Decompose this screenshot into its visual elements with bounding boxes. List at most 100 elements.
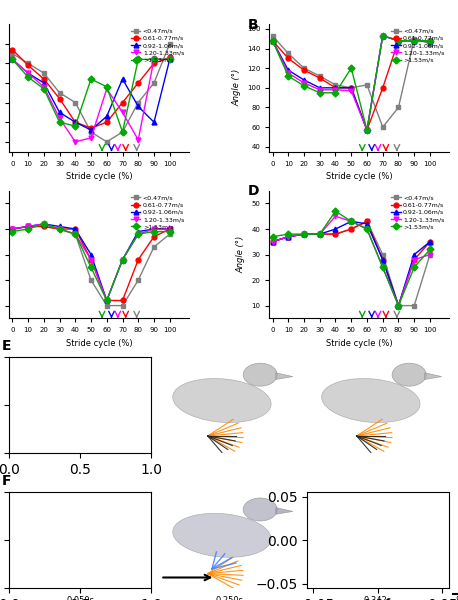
>1.53m/s <box>151 56 157 63</box>
Line: 0.92-1.06m/s: 0.92-1.06m/s <box>10 57 172 133</box>
<0.47m/s <box>411 35 417 43</box>
0.61-0.77m/s <box>25 62 31 69</box>
>1.53m/s <box>333 89 338 97</box>
0.61-0.77m/s <box>396 302 401 309</box>
Line: <0.47m/s: <0.47m/s <box>10 41 172 144</box>
0.61-0.77m/s <box>270 37 275 44</box>
Circle shape <box>94 363 128 386</box>
0.92-1.06m/s <box>411 251 417 258</box>
1.20-1.33m/s <box>104 85 109 92</box>
Text: D: D <box>248 184 259 199</box>
>1.53m/s <box>427 37 433 44</box>
0.61-0.77m/s <box>136 79 141 86</box>
>1.53m/s <box>285 230 291 238</box>
>1.53m/s <box>72 230 78 238</box>
0.92-1.06m/s <box>349 84 354 91</box>
Text: F: F <box>2 473 11 488</box>
<0.47m/s <box>301 230 307 238</box>
0.92-1.06m/s <box>380 256 386 263</box>
>1.53m/s <box>364 226 370 233</box>
>1.53m/s <box>270 233 275 240</box>
<0.47m/s <box>136 99 141 106</box>
<0.47m/s <box>349 226 354 233</box>
0.61-0.77m/s <box>151 59 157 67</box>
Circle shape <box>94 498 128 521</box>
1.20-1.33m/s <box>120 256 125 263</box>
<0.47m/s <box>427 251 433 258</box>
0.61-0.77m/s <box>333 230 338 238</box>
0.61-0.77m/s <box>167 226 173 233</box>
1.20-1.33m/s <box>41 83 47 91</box>
0.92-1.06m/s <box>270 238 275 245</box>
>1.53m/s <box>120 128 125 136</box>
1.20-1.33m/s <box>167 226 173 233</box>
>1.53m/s <box>285 73 291 80</box>
1.20-1.33m/s <box>364 127 370 134</box>
0.61-0.77m/s <box>10 226 15 233</box>
1.20-1.33m/s <box>167 56 173 63</box>
1.20-1.33m/s <box>57 226 62 233</box>
1.20-1.33m/s <box>396 302 401 309</box>
<0.47m/s <box>72 230 78 238</box>
>1.53m/s <box>333 208 338 215</box>
Ellipse shape <box>322 514 420 557</box>
1.20-1.33m/s <box>317 230 322 238</box>
1.20-1.33m/s <box>151 226 157 233</box>
Line: 1.20-1.33m/s: 1.20-1.33m/s <box>10 221 172 303</box>
Line: <0.47m/s: <0.47m/s <box>270 34 432 130</box>
>1.53m/s <box>25 73 31 80</box>
>1.53m/s <box>301 82 307 89</box>
X-axis label: Stride cycle (%): Stride cycle (%) <box>326 172 393 181</box>
1.20-1.33m/s <box>25 70 31 77</box>
X-axis label: Stride cycle (%): Stride cycle (%) <box>65 339 132 348</box>
<0.47m/s <box>88 277 94 284</box>
<0.47m/s <box>333 81 338 88</box>
Legend: <0.47m/s, 0.61-0.77m/s, 0.92-1.06m/s, 1.20-1.33m/s, >1.53m/s: <0.47m/s, 0.61-0.77m/s, 0.92-1.06m/s, 1.… <box>390 27 446 64</box>
<0.47m/s <box>270 238 275 245</box>
0.92-1.06m/s <box>104 297 109 304</box>
1.20-1.33m/s <box>349 87 354 94</box>
Circle shape <box>243 498 277 521</box>
Polygon shape <box>425 508 442 514</box>
1.20-1.33m/s <box>380 264 386 271</box>
1.20-1.33m/s <box>10 56 15 63</box>
0.92-1.06m/s <box>136 228 141 235</box>
<0.47m/s <box>364 218 370 225</box>
0.92-1.06m/s <box>411 37 417 44</box>
0.92-1.06m/s <box>427 238 433 245</box>
0.61-0.77m/s <box>364 127 370 134</box>
>1.53m/s <box>120 256 125 263</box>
Legend: <0.47m/s, 0.61-0.77m/s, 0.92-1.06m/s, 1.20-1.33m/s, >1.53m/s: <0.47m/s, 0.61-0.77m/s, 0.92-1.06m/s, 1.… <box>130 194 185 231</box>
0.61-0.77m/s <box>285 233 291 240</box>
1.20-1.33m/s <box>396 37 401 44</box>
0.92-1.06m/s <box>317 230 322 238</box>
Line: 1.20-1.33m/s: 1.20-1.33m/s <box>270 34 432 133</box>
0.61-0.77m/s <box>41 76 47 83</box>
0.92-1.06m/s <box>88 127 94 134</box>
<0.47m/s <box>380 251 386 258</box>
Y-axis label: Angle (°): Angle (°) <box>232 69 241 106</box>
>1.53m/s <box>317 89 322 97</box>
0.92-1.06m/s <box>364 220 370 227</box>
>1.53m/s <box>104 297 109 304</box>
Ellipse shape <box>24 514 122 557</box>
<0.47m/s <box>167 230 173 238</box>
Line: >1.53m/s: >1.53m/s <box>10 57 172 134</box>
0.61-0.77m/s <box>333 84 338 91</box>
Polygon shape <box>127 508 144 514</box>
0.92-1.06m/s <box>396 37 401 44</box>
1.20-1.33m/s <box>120 109 125 116</box>
1.20-1.33m/s <box>411 256 417 263</box>
0.92-1.06m/s <box>151 119 157 126</box>
<0.47m/s <box>88 128 94 136</box>
0.61-0.77m/s <box>104 297 109 304</box>
<0.47m/s <box>411 302 417 309</box>
X-axis label: Stride cycle (%): Stride cycle (%) <box>65 172 132 181</box>
0.92-1.06m/s <box>72 119 78 126</box>
>1.53m/s <box>41 220 47 227</box>
>1.53m/s <box>72 122 78 130</box>
<0.47m/s <box>136 277 141 284</box>
0.61-0.77m/s <box>25 223 31 230</box>
>1.53m/s <box>136 230 141 238</box>
Text: B: B <box>248 17 258 32</box>
